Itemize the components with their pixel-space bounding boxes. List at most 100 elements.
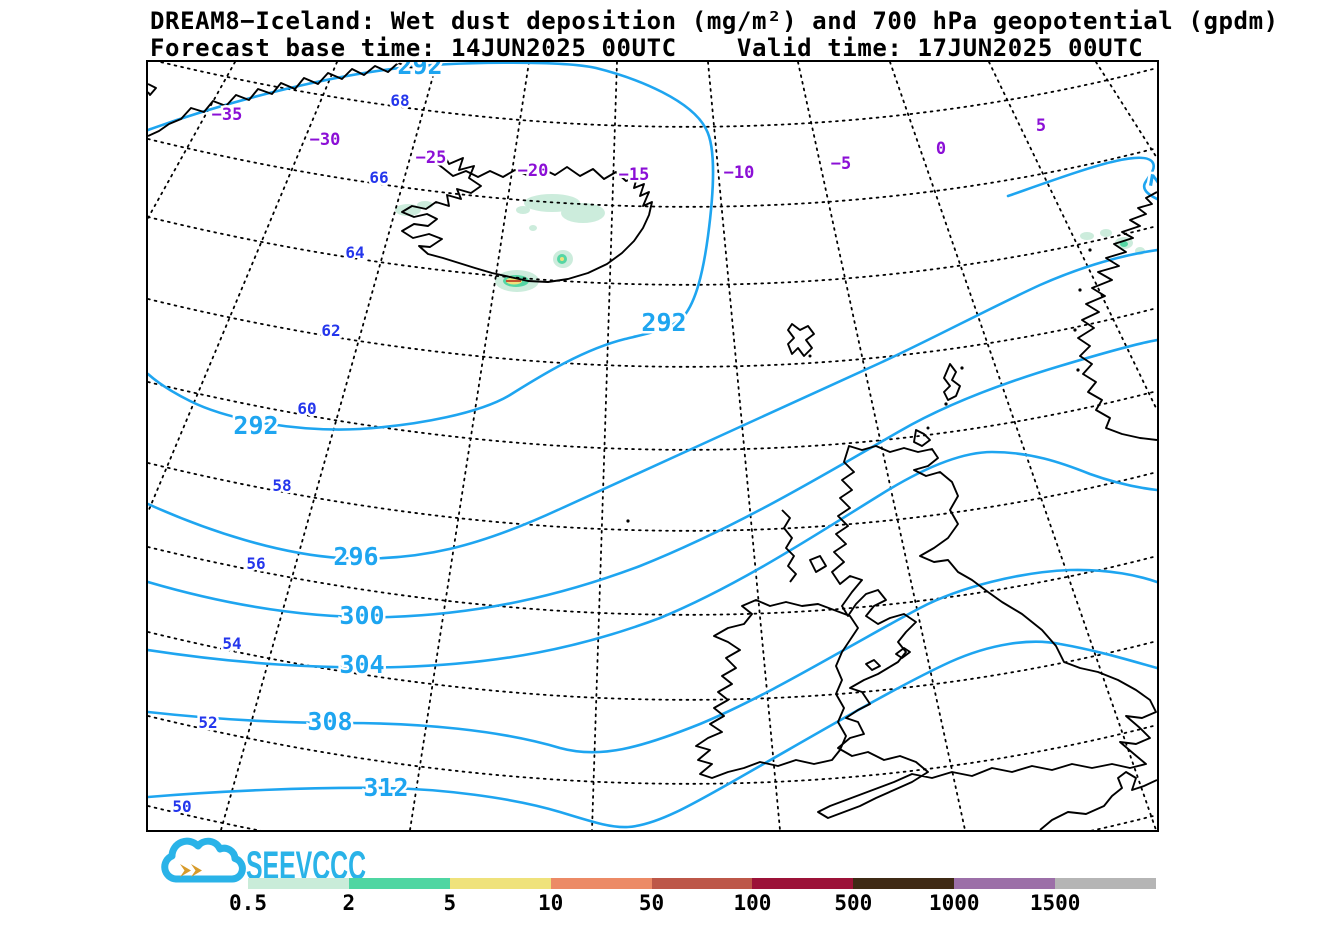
dust-patch-light — [1100, 229, 1112, 237]
geopotential-contour — [148, 248, 1157, 560]
colorbar-value: 1000 — [928, 891, 980, 915]
meridian-line — [591, 62, 618, 830]
parallel-line — [148, 631, 1157, 701]
latitude-label: 54 — [222, 634, 241, 653]
longitude-label: 5 — [1036, 116, 1046, 136]
latitude-label: 58 — [272, 476, 291, 495]
map-area: −35 −30 −25 −20 −15 −10 −5 0 5 68 66 64 62 60 58 56 54 52… — [146, 60, 1159, 832]
islet-dot — [944, 402, 948, 406]
latitude-label: 52 — [198, 713, 217, 732]
islet-dot — [1076, 368, 1080, 372]
latitude-label-group: 68 66 64 62 60 58 56 54 52 50 — [170, 89, 412, 819]
latitude-label: 66 — [369, 168, 388, 187]
contour-label: 300 — [339, 601, 384, 630]
arrow-icon — [180, 864, 202, 877]
longitude-label: −20 — [518, 161, 549, 181]
cloud-icon — [161, 837, 246, 883]
coastline — [401, 153, 653, 283]
meridian-line — [1095, 62, 1157, 159]
parallel-line — [148, 546, 1157, 616]
longitude-label: −30 — [310, 130, 341, 150]
forecast-times: Forecast base time: 14JUN2025 00UTC Vali… — [150, 34, 1144, 62]
parallel-line — [148, 805, 1157, 830]
parallel-line — [148, 138, 1157, 208]
longitude-label: 0 — [936, 139, 946, 159]
geopotential-contour — [148, 640, 1157, 829]
geopotential-contour — [148, 450, 1157, 669]
colorbar-value: 0.5 — [229, 891, 267, 915]
meridian-line — [988, 62, 1157, 411]
colorbar-segment — [348, 878, 450, 889]
colorbar-segment — [550, 878, 652, 889]
islet-dot — [960, 366, 964, 370]
meridian-line — [148, 62, 338, 513]
coastline-layer — [148, 62, 1157, 830]
colorbar-value: 5 — [443, 891, 457, 915]
title-block: DREAM8−Iceland: Wet dust deposition (mg/… — [150, 8, 1279, 62]
dust-patch-light — [516, 206, 530, 214]
geopotential-contour — [148, 62, 715, 431]
contour-label: 304 — [339, 650, 384, 679]
colorbar-segment — [449, 878, 551, 889]
map-title: DREAM8−Iceland: Wet dust deposition (mg/… — [150, 7, 1279, 35]
contour-label: 312 — [363, 773, 408, 802]
colorbar-segment — [1055, 878, 1157, 889]
meridian-line — [707, 62, 781, 830]
colorbar-value: 1500 — [1029, 891, 1081, 915]
islet-dot — [926, 426, 930, 430]
longitude-label: −10 — [724, 163, 755, 183]
islet-dot — [808, 354, 812, 358]
dust-patch-light — [561, 203, 605, 223]
colorbar-segment — [853, 878, 955, 889]
latitude-label: 50 — [172, 797, 191, 816]
contour-label: 292 — [397, 62, 442, 80]
meridian-line — [889, 62, 1157, 830]
longitude-label-group: −35 −30 −25 −20 −15 −10 −5 0 5 — [209, 103, 1048, 188]
dust-patch-light — [529, 225, 537, 231]
dust-patch-yellow — [560, 257, 564, 261]
colorbar — [248, 878, 1157, 889]
map-layers: −35 −30 −25 −20 −15 −10 −5 0 5 68 66 64 62 60 58 56 54 52… — [148, 62, 1157, 830]
latitude-label: 62 — [321, 321, 340, 340]
islet-dot — [1088, 248, 1092, 252]
dust-patch-light — [1080, 232, 1094, 240]
geopotential-contour — [1006, 156, 1157, 201]
geopotential-contour — [148, 338, 1157, 619]
geopotential-contour — [148, 568, 1157, 754]
latitude-label: 56 — [246, 554, 265, 573]
meridian-line — [148, 62, 236, 219]
latitude-label: 60 — [297, 399, 316, 418]
colorbar-segment — [752, 878, 854, 889]
coastline — [148, 62, 426, 137]
colorbar-segment — [954, 878, 1056, 889]
parallel-line — [156, 62, 1157, 128]
colorbar-segment — [651, 878, 753, 889]
latitude-label: 68 — [390, 91, 409, 110]
dust-patch-green — [1120, 241, 1128, 247]
longitude-label: −5 — [831, 154, 851, 174]
map-canvas: −35 −30 −25 −20 −15 −10 −5 0 5 68 66 64 62 60 58 56 54 52… — [148, 62, 1157, 830]
colorbar-labels: 0.5 2 5 10 50 100 500 1000 1500 — [229, 891, 1208, 917]
colorbar-value: 2 — [342, 891, 356, 915]
graticule-layer — [148, 62, 1157, 830]
longitude-label: −15 — [619, 165, 650, 185]
longitude-label: −25 — [416, 148, 447, 168]
latitude-label: 64 — [345, 243, 364, 262]
colorbar-value: 500 — [834, 891, 873, 915]
coastline — [943, 363, 961, 401]
coastline — [895, 647, 911, 659]
meridian-line — [797, 62, 966, 830]
islet-dot — [626, 519, 630, 523]
contour-label: 296 — [333, 542, 378, 571]
contour-label: 292 — [641, 308, 686, 337]
islet-dot — [1078, 288, 1082, 292]
contour-label: 308 — [307, 707, 352, 736]
coastline — [787, 323, 815, 357]
longitude-label: −35 — [212, 105, 243, 125]
coastline — [1077, 191, 1157, 441]
parallel-line — [148, 462, 1157, 532]
coastline — [865, 659, 881, 671]
colorbar-value: 10 — [538, 891, 564, 915]
colorbar-value: 100 — [733, 891, 772, 915]
